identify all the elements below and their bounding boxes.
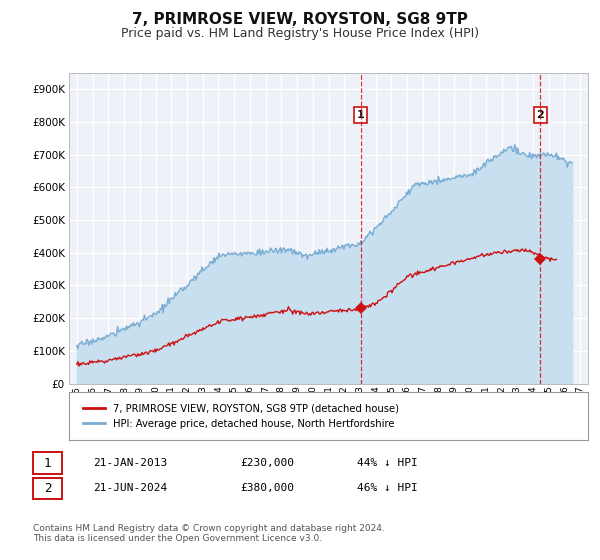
- Text: 1: 1: [357, 110, 365, 120]
- Legend: 7, PRIMROSE VIEW, ROYSTON, SG8 9TP (detached house), HPI: Average price, detache: 7, PRIMROSE VIEW, ROYSTON, SG8 9TP (deta…: [79, 399, 403, 432]
- Text: £380,000: £380,000: [240, 483, 294, 493]
- Text: 21-JUN-2024: 21-JUN-2024: [93, 483, 167, 493]
- Text: 44% ↓ HPI: 44% ↓ HPI: [357, 458, 418, 468]
- Text: 2: 2: [536, 110, 544, 120]
- Text: Price paid vs. HM Land Registry's House Price Index (HPI): Price paid vs. HM Land Registry's House …: [121, 27, 479, 40]
- Text: 21-JAN-2013: 21-JAN-2013: [93, 458, 167, 468]
- Text: Contains HM Land Registry data © Crown copyright and database right 2024.
This d: Contains HM Land Registry data © Crown c…: [33, 524, 385, 543]
- Text: 1: 1: [44, 456, 51, 470]
- Text: 46% ↓ HPI: 46% ↓ HPI: [357, 483, 418, 493]
- Text: £230,000: £230,000: [240, 458, 294, 468]
- Text: 2: 2: [44, 482, 51, 495]
- Text: 7, PRIMROSE VIEW, ROYSTON, SG8 9TP: 7, PRIMROSE VIEW, ROYSTON, SG8 9TP: [132, 12, 468, 27]
